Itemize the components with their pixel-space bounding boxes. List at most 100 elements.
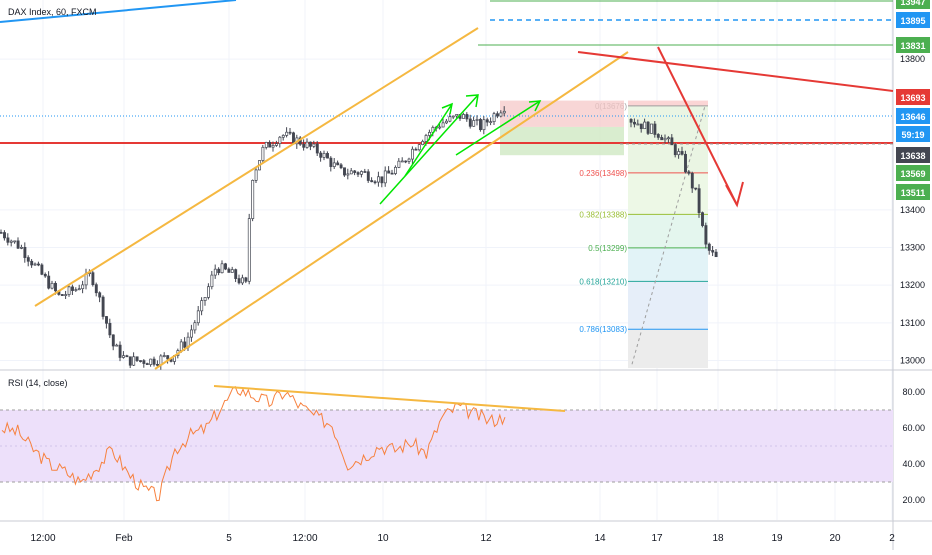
- candle-body: [210, 274, 214, 288]
- candle-body: [366, 171, 370, 181]
- candle-body: [475, 119, 479, 121]
- candle-body: [670, 137, 674, 146]
- drawings[interactable]: [0, 0, 894, 370]
- red-arrow-head: [725, 181, 744, 208]
- candle-body: [132, 356, 136, 366]
- candle-body: [482, 119, 486, 131]
- candle-body: [91, 272, 95, 286]
- candle-body: [646, 121, 650, 134]
- time-axis-label: 2: [889, 533, 895, 544]
- candle-body: [349, 170, 353, 175]
- price-axis: 13000 13100 13200 13300 13400 13800 80.00 60.00…: [900, 54, 925, 505]
- candle-body: [122, 355, 125, 358]
- candle-body: [47, 275, 51, 289]
- price-tag-label: 13646: [900, 112, 925, 122]
- candle-body: [81, 284, 85, 290]
- candle-body: [67, 286, 71, 295]
- time-axis-label: 18: [712, 533, 724, 544]
- candle-body: [244, 277, 248, 282]
- candle-body: [353, 170, 357, 173]
- fib-level-label: 0.382(13388): [579, 210, 627, 219]
- fib-level-label: 0.236(13498): [579, 169, 627, 178]
- price-tag-label: 13895: [900, 16, 925, 26]
- price-tag-bg: [896, 126, 930, 142]
- price-tag-label: 13947: [900, 0, 925, 7]
- candle-body: [288, 131, 292, 134]
- candle-body: [281, 135, 285, 138]
- fib-zone: [628, 247, 708, 282]
- candle-body: [237, 278, 241, 284]
- candle-body: [448, 116, 452, 122]
- candle-body: [275, 143, 278, 146]
- candle-body: [485, 119, 489, 123]
- candle-body: [407, 158, 411, 162]
- fib-trend-line: [631, 105, 706, 365]
- candle-body: [326, 153, 329, 159]
- price-tag-label: 59:19: [901, 130, 924, 140]
- candle-body: [196, 310, 200, 324]
- candle-body: [145, 363, 149, 365]
- candle-body: [400, 160, 404, 163]
- candle-body: [111, 334, 115, 347]
- candle-body: [166, 355, 170, 360]
- candle-body: [428, 132, 431, 136]
- candle-body: [319, 152, 323, 158]
- candle-body: [329, 157, 333, 167]
- candle-body: [373, 181, 377, 184]
- candle-body: [667, 137, 670, 140]
- candle-body: [26, 257, 30, 262]
- time-axis-label: 12:00: [292, 533, 317, 544]
- fibonacci-retracement[interactable]: 0(13676)0.236(13498)0.382(13388)0.5(1329…: [500, 100, 708, 369]
- candle-body: [16, 240, 20, 249]
- price-tag-label: 13693: [900, 93, 925, 103]
- candle-body: [193, 322, 197, 331]
- candle-body: [684, 153, 687, 173]
- candlesticks: [0, 106, 718, 370]
- price-axis-label: 13100: [900, 318, 925, 328]
- candle-body: [23, 246, 27, 258]
- time-axis-label: 5: [226, 533, 232, 544]
- candle-body: [0, 232, 3, 234]
- rsi-axis-label: 20.00: [902, 495, 925, 505]
- fib-level-label: 0.5(13299): [588, 244, 627, 253]
- time-axis-label: 14: [594, 533, 606, 544]
- candle-body: [445, 120, 448, 124]
- candle-body: [390, 172, 394, 175]
- candle-body: [322, 153, 326, 158]
- time-axis-label: Feb: [115, 533, 133, 544]
- channel-lower-line: [154, 51, 629, 370]
- rsi-divergence-line: [213, 385, 566, 412]
- candle-body: [356, 172, 360, 175]
- candle-body: [496, 113, 499, 117]
- candle-body: [346, 173, 350, 176]
- candle-body: [489, 121, 493, 123]
- candle-body: [629, 119, 633, 123]
- candle-body: [704, 225, 708, 245]
- candle-body: [302, 143, 306, 148]
- candle-body: [680, 151, 684, 155]
- price-tag-label: 13831: [900, 41, 925, 51]
- position-stop-zone: [500, 100, 624, 127]
- rsi-pane: [0, 385, 893, 502]
- price-axis-label: 13000: [900, 356, 925, 366]
- price-tags: 13947 13895 13831 13693 13646 59:19 13638 13569…: [896, 0, 930, 200]
- candle-body: [336, 162, 340, 166]
- candle-body: [64, 294, 68, 296]
- candle-body: [711, 250, 715, 253]
- candle-body: [13, 240, 17, 243]
- candle-body: [643, 121, 647, 130]
- candle-body: [179, 341, 183, 351]
- candle-body: [60, 294, 64, 296]
- fib-zone: [628, 172, 708, 215]
- candle-body: [673, 144, 677, 156]
- time-axis-label: 12: [480, 533, 492, 544]
- candle-body: [50, 282, 54, 289]
- candle-body: [139, 360, 142, 362]
- candle-body: [707, 243, 711, 251]
- price-tag-label: 13569: [900, 169, 925, 179]
- candle-body: [639, 123, 643, 130]
- candle-body: [207, 286, 210, 298]
- candle-body: [404, 160, 408, 163]
